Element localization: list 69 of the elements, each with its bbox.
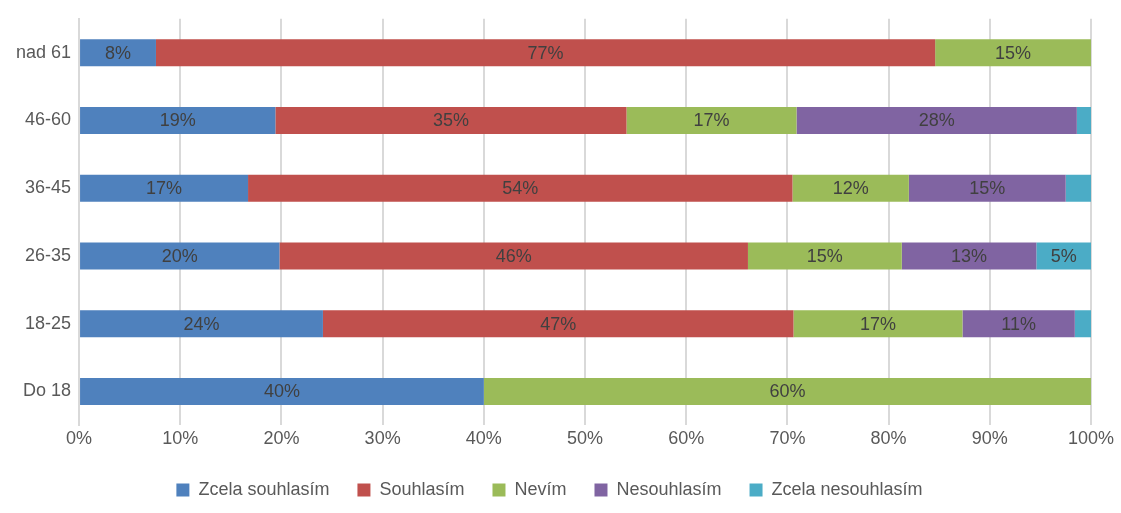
bar: [1036, 242, 1091, 270]
legend-label: Nesouhlasím: [616, 478, 722, 499]
data-label: 35%: [432, 110, 469, 131]
x-tick-label: 30%: [364, 428, 401, 449]
data-label: 17%: [859, 313, 896, 334]
y-tick-label: Do 18: [23, 380, 72, 401]
y-tick-label: 46-60: [25, 109, 72, 130]
bar: [962, 310, 1075, 338]
legend-label: Zcela souhlasím: [198, 478, 330, 499]
data-label: 40%: [263, 381, 300, 402]
bar: [322, 310, 794, 338]
data-label: 15%: [995, 42, 1032, 63]
x-tick-label: 40%: [465, 428, 502, 449]
x-tick-label: 60%: [668, 428, 705, 449]
x-tick-label: 10%: [162, 428, 199, 449]
data-label: 11%: [1001, 313, 1036, 334]
x-tick-label: 50%: [567, 428, 604, 449]
y-tick-label: 26-35: [25, 244, 72, 265]
legend-label: Souhlasím: [379, 478, 465, 499]
bar: [80, 242, 280, 270]
bar: [626, 106, 797, 134]
data-label: 15%: [806, 245, 843, 266]
bar: [796, 106, 1077, 134]
bar: [747, 242, 902, 270]
x-tick-label: 100%: [1067, 428, 1115, 449]
bar: [1065, 174, 1091, 202]
bar: [275, 106, 627, 134]
bar: [279, 242, 748, 270]
bar: [935, 39, 1091, 67]
bar: [248, 174, 793, 202]
data-label: 24%: [183, 313, 220, 334]
data-label: 17%: [693, 110, 730, 131]
data-label: 20%: [161, 245, 198, 266]
bar: [80, 106, 276, 134]
x-tick-label: 0%: [66, 428, 93, 449]
x-tick-label: 80%: [870, 428, 907, 449]
data-label: 12%: [832, 178, 869, 199]
data-label: 77%: [527, 42, 564, 63]
bar: [793, 310, 963, 338]
data-label: 15%: [969, 178, 1006, 199]
data-label: 17%: [146, 178, 183, 199]
data-label: 47%: [540, 313, 577, 334]
bar: [901, 242, 1037, 270]
bar: [155, 39, 936, 67]
y-tick-label: 36-45: [25, 177, 72, 198]
y-tick-label: 18-25: [25, 312, 72, 333]
data-label: 54%: [502, 178, 539, 199]
bar: [80, 174, 249, 202]
bar: [80, 39, 156, 67]
x-tick-label: 70%: [769, 428, 806, 449]
bar: [1074, 310, 1091, 338]
data-label: 60%: [769, 381, 806, 402]
data-label: 19%: [159, 110, 196, 131]
data-label: 13%: [951, 245, 988, 266]
legend-label: Nevím: [514, 478, 567, 499]
bar: [792, 174, 909, 202]
legend-label: Zcela nesouhlasím: [771, 478, 923, 499]
bar: [80, 310, 323, 338]
bar: [1076, 106, 1091, 134]
x-tick-label: 90%: [971, 428, 1008, 449]
data-label: 8%: [105, 42, 132, 63]
bar: [483, 378, 1091, 406]
data-label: 28%: [918, 110, 955, 131]
bar: [80, 378, 484, 406]
data-label: 5%: [1050, 245, 1077, 266]
x-tick-label: 20%: [263, 428, 300, 449]
y-tick-label: nad 61: [15, 41, 72, 62]
data-label: 46%: [495, 245, 532, 266]
bar: [908, 174, 1066, 202]
